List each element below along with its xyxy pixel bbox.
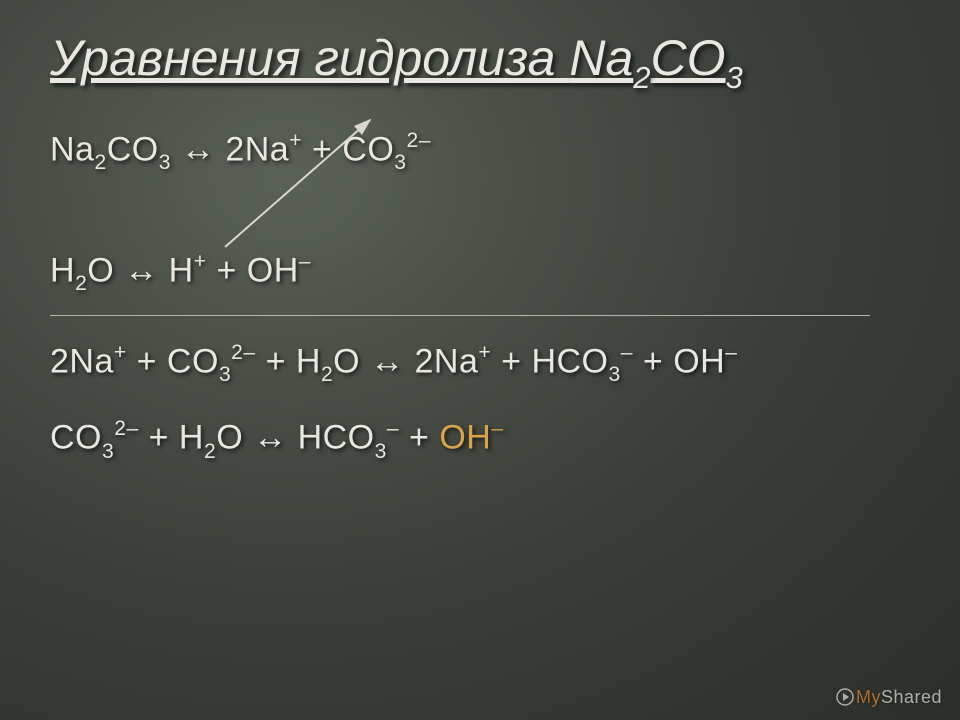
slide: Уравнения гидролиза Na2CO3 Na2CO3 ↔ 2Na+… (0, 0, 960, 720)
watermark: MyShared (836, 687, 942, 708)
equation-line: 2Na+ + CO32– + H2O ↔ 2Na+ + HCO3– + OH– (50, 326, 910, 402)
slide-title: Уравнения гидролиза Na2CO3 (50, 28, 910, 94)
equation-block: Na2CO3 ↔ 2Na+ + CO32– H2O ↔ H+ + OH– 2Na+ … (50, 114, 910, 478)
equation-divider (50, 315, 870, 316)
title-prefix: Уравнения гидролиза (50, 30, 569, 86)
title-compound: Na2CO3 (569, 30, 742, 86)
watermark-left: My (856, 687, 881, 707)
equation-line: H2O ↔ H+ + OH– (50, 235, 910, 311)
equation-line: Na2CO3 ↔ 2Na+ + CO32– (50, 114, 910, 190)
spacer (50, 190, 910, 235)
play-icon (836, 688, 854, 706)
watermark-right: Shared (881, 687, 942, 707)
equation-line: CO32– + H2O ↔ HCO3– + OH– (50, 402, 910, 478)
